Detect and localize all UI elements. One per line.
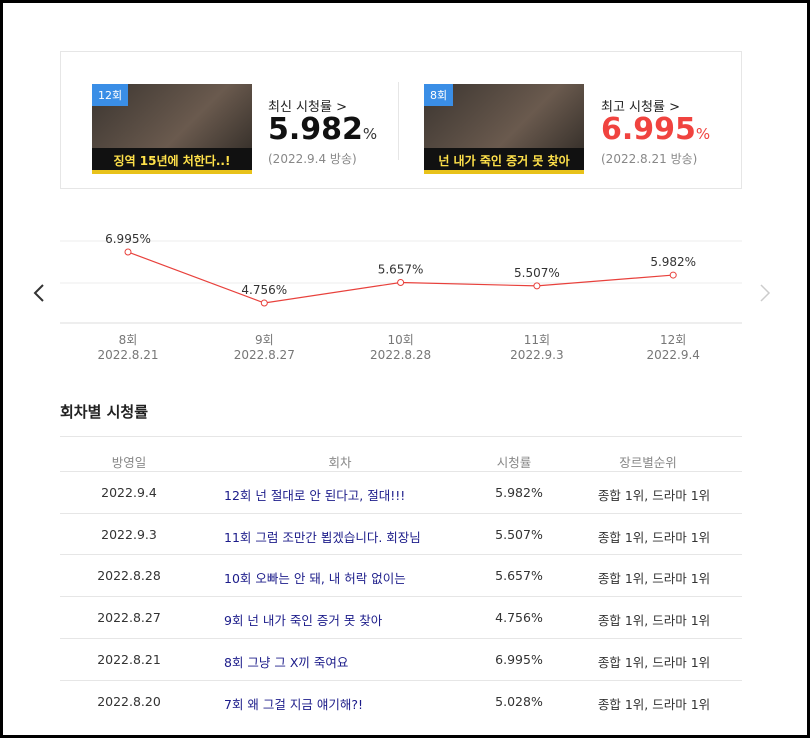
table-title: 회차별 시청률 [60, 403, 149, 421]
point [669, 271, 677, 279]
point [533, 282, 541, 290]
episode-title[interactable]: 8회 그냥 그 X끼 죽여요 [224, 654, 349, 670]
value-label: 5.657% [378, 262, 424, 276]
summary-card: 12회 징역 15년에 처한다..! 최신 시청률 > 5.982% (2022… [60, 51, 742, 189]
column-header: 방영일 [111, 455, 147, 470]
line [127, 251, 674, 304]
x-date-label: 2022.8.21 [97, 348, 158, 362]
rule [60, 637, 742, 639]
x-date-label: 2022.8.28 [370, 348, 431, 362]
episode-title[interactable]: 10회 오빠는 안 돼, 내 허락 없이는 [224, 571, 406, 587]
thumbnail-caption: 징역 15년에 처한다..! [92, 148, 252, 174]
prev-arrow[interactable] [33, 284, 44, 302]
rule [60, 554, 742, 556]
x-tick-label: 8회 [119, 333, 138, 347]
latest-date: (2022.9.4 방송) [268, 152, 357, 166]
value-label: 4.756% [241, 283, 287, 297]
rule [60, 596, 742, 598]
latest-label[interactable]: 최신 시청률 > [268, 100, 347, 115]
value-label: 5.507% [514, 266, 560, 280]
genre-rank: 종합 1위, 드라마 1위 [597, 488, 711, 503]
genre-rank: 종합 1위, 드라마 1위 [597, 696, 711, 712]
air-date: 2022.9.3 [101, 526, 157, 542]
episode-title[interactable]: 9회 넌 내가 죽인 증거 못 찾아 [224, 613, 383, 629]
chart: 8회2022.8.219회2022.8.2710회2022.8.2811회202… [33, 232, 771, 362]
air-date: 2022.8.28 [97, 568, 161, 584]
badge: 12회 [92, 84, 129, 106]
best-label[interactable]: 최고 시청률 > [601, 100, 680, 115]
rating: 4.756% [495, 610, 543, 626]
badge: 8회 [424, 84, 454, 106]
divider [398, 82, 399, 160]
genre-rank: 종합 1위, 드라마 1위 [597, 571, 711, 587]
unit: % [695, 125, 711, 143]
thumbnail-caption: 넌 내가 죽인 증거 못 찾아 [424, 148, 584, 174]
column-header: 시청률 [496, 455, 532, 470]
air-date: 2022.8.20 [97, 693, 161, 709]
x-tick-label: 10회 [387, 333, 413, 347]
unit: % [362, 125, 378, 143]
x-tick-label: 9회 [255, 333, 274, 347]
point [260, 299, 268, 307]
episode-title[interactable]: 12회 넌 절대로 안 된다고, 절대!!! [224, 488, 406, 503]
column-header: 회차 [328, 455, 352, 470]
thumbnail[interactable]: 12회 징역 15년에 처한다..! [92, 84, 252, 174]
air-date: 2022.8.27 [97, 610, 161, 626]
genre-rank: 종합 1위, 드라마 1위 [597, 529, 711, 545]
point [124, 248, 132, 256]
rating: 5.507% [495, 526, 543, 542]
genre-rank: 종합 1위, 드라마 1위 [597, 654, 711, 670]
value: 6.995 [601, 112, 696, 147]
genre-rank: 종합 1위, 드라마 1위 [597, 613, 711, 629]
x-date-label: 2022.8.27 [234, 348, 295, 362]
air-date: 2022.9.4 [101, 485, 157, 500]
x-date-label: 2022.9.3 [510, 348, 563, 362]
episode-title[interactable]: 11회 그럼 조만간 뵙겠습니다. 회장님 [224, 529, 421, 545]
latest-value: 5.982% [268, 112, 377, 147]
next-arrow[interactable] [760, 284, 771, 302]
rule [60, 679, 742, 681]
point [397, 278, 405, 286]
best-value: 6.995% [601, 112, 710, 147]
rule [60, 471, 742, 472]
rating: 5.028% [495, 693, 543, 709]
ratings-table: 방영일 회차 시청률 장르별순위 2022.9.4 12회 넌 절대로 안 된다고, 절대… [60, 436, 742, 735]
rating: 5.982% [495, 485, 543, 500]
column-header: 장르별순위 [619, 455, 677, 470]
thumbnail[interactable]: 8회 넌 내가 죽인 증거 못 찾아 [424, 84, 584, 174]
value-label: 6.995% [105, 232, 151, 246]
x-tick-label: 11회 [524, 333, 550, 347]
episode-title[interactable]: 7회 왜 그걸 지금 얘기해?! [224, 696, 363, 712]
value: 5.982 [268, 112, 363, 147]
rating: 6.995% [495, 651, 543, 667]
x-date-label: 2022.9.4 [646, 348, 699, 362]
x-tick-label: 12회 [660, 333, 686, 347]
best-date: (2022.8.21 방송) [601, 152, 698, 166]
rule [60, 436, 742, 437]
value-label: 5.982% [650, 255, 696, 269]
rule [60, 512, 742, 514]
air-date: 2022.8.21 [97, 651, 161, 667]
rating: 5.657% [495, 568, 543, 584]
